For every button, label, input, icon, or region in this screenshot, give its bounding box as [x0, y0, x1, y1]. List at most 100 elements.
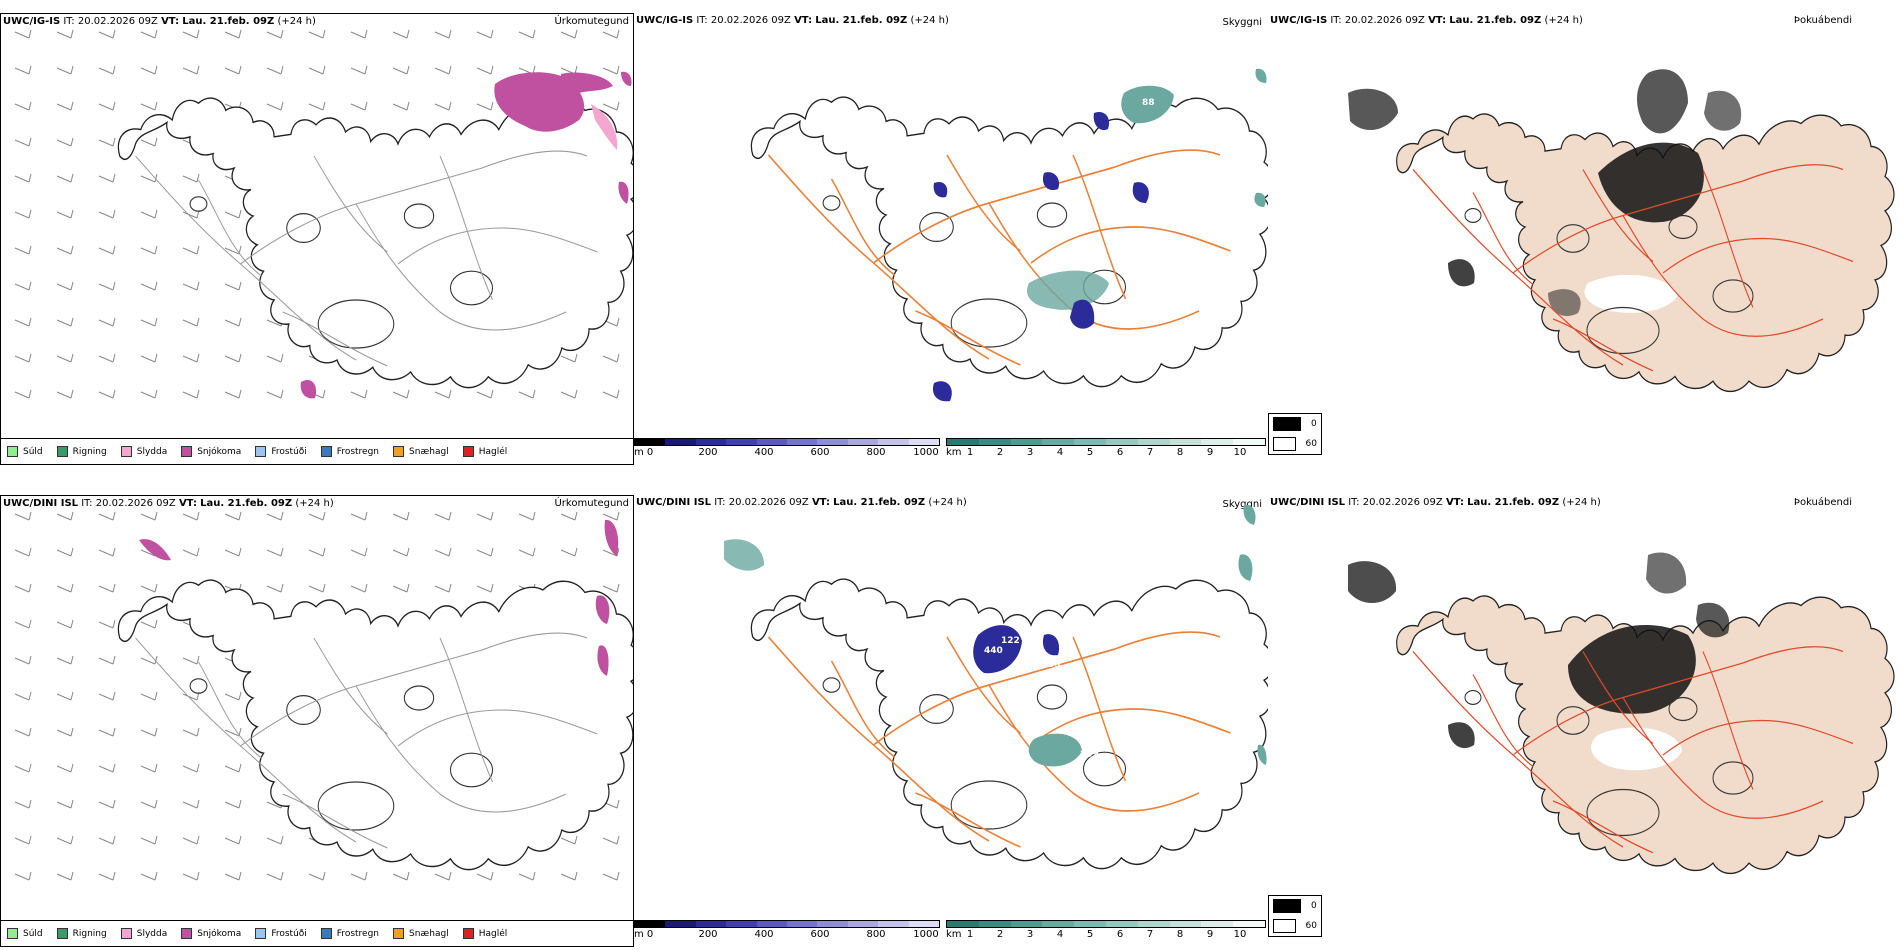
road [397, 709, 598, 747]
colorbar-tick: 600 [810, 929, 830, 940]
value-label: 88 [1142, 98, 1155, 108]
precip-type-panel-top: UWC/IG-IS IT: 20.02.2026 09Z VT: Lau. 21… [0, 13, 634, 465]
fog-area [1598, 142, 1704, 223]
colorbar-tick: 8 [1176, 929, 1184, 940]
wind-barb [98, 583, 116, 593]
glacier-outline [403, 685, 435, 711]
wind-barb [56, 547, 74, 557]
colorbar-tick: 4 [1056, 447, 1064, 458]
wind-barb [602, 835, 620, 845]
wind-barb [140, 583, 158, 593]
colorbar-tick: 600 [810, 447, 830, 458]
visibility-area [932, 381, 952, 402]
iceland-outline [117, 579, 633, 871]
wind-barb [56, 65, 74, 75]
wind-barb [14, 353, 32, 363]
wind-barb [14, 583, 32, 593]
wind-barb [560, 871, 578, 881]
glacier-outline [317, 781, 395, 831]
road [915, 310, 1021, 366]
wind-barb [98, 281, 116, 291]
wind-barb [140, 317, 158, 327]
roads [135, 632, 598, 849]
road [1552, 800, 1654, 854]
wind-barb [140, 799, 158, 809]
precip-areas [139, 519, 619, 676]
glacier-outline [1036, 684, 1068, 710]
snow-area [494, 72, 585, 132]
legend-item: Frostúði [255, 446, 307, 457]
glacier-outlines [1464, 690, 1754, 837]
road [1582, 169, 1654, 263]
wind-barb [224, 763, 242, 773]
legend-swatch [181, 928, 193, 939]
legend-swatch [1273, 919, 1296, 933]
glacier-outline [1082, 751, 1127, 787]
roads [1412, 164, 1854, 372]
wind-barb [476, 29, 494, 39]
visibility-area [724, 539, 764, 571]
wind-barb [98, 763, 116, 773]
glacier-outline [449, 270, 494, 306]
glacier-outline [822, 677, 841, 693]
legend-swatch [1273, 437, 1296, 451]
visibility-areas [724, 504, 1267, 767]
legend-item: Frostregn [320, 446, 379, 457]
glacier-outline [1586, 788, 1660, 837]
legend-swatch [393, 928, 405, 939]
visibility-map: 440 122 38 35 299 420 [724, 504, 1268, 870]
glacier-outlines [822, 195, 1127, 348]
road [355, 203, 567, 331]
wind-barb [266, 871, 284, 881]
fog-legend-row: 0 [1269, 896, 1321, 916]
value-label: 299 [1080, 750, 1099, 760]
colorbar-tick: 0 [646, 929, 654, 940]
wind-barb [602, 511, 620, 521]
glacier-outline [286, 695, 321, 726]
wind-barb [182, 727, 200, 737]
wind-barb [140, 137, 158, 147]
wind-barb [434, 29, 452, 39]
wind-barb [14, 763, 32, 773]
wind-barb [14, 281, 32, 291]
panel-name: Skyggni [1222, 17, 1262, 28]
legend-item: Súld [7, 446, 43, 457]
fog-index-panel-bottom: UWC/DINI ISL IT: 20.02.2026 09Z VT: Lau.… [1268, 495, 1900, 947]
wind-barb [182, 511, 200, 521]
snow-area [597, 645, 609, 676]
panel-name: Úrkomutegund [554, 498, 629, 509]
wind-barb [56, 511, 74, 521]
wind-barb [56, 727, 74, 737]
wind-barb [602, 547, 620, 557]
fog-area [1448, 259, 1475, 287]
wind-barb [392, 547, 410, 557]
colorbar-tick: 200 [698, 447, 718, 458]
wind-barb [140, 655, 158, 665]
wind-barb [476, 65, 494, 75]
road [1114, 631, 1221, 650]
wind-barb [98, 317, 116, 327]
wind-barb [392, 871, 410, 881]
glacier-outline [1668, 696, 1698, 722]
road [915, 792, 1021, 848]
precip-legend: Súld Rigning Slydda Snjókoma Frostúði Fr… [1, 438, 633, 464]
fog-area [1548, 289, 1581, 317]
panel-title: UWC/IG-IS IT: 20.02.2026 09Z VT: Lau. 21… [1270, 15, 1583, 26]
glacier-outline [919, 212, 954, 243]
wind-barb [560, 29, 578, 39]
wind-barb [476, 389, 494, 399]
fog-map [1348, 69, 1895, 393]
wind-barb [308, 583, 326, 593]
colorbar-tick: 200 [698, 929, 718, 940]
wind-barb [140, 353, 158, 363]
legend-item: Rigning [56, 928, 107, 939]
wind-barb [224, 209, 242, 219]
fog-legend: 0 60 [1268, 895, 1322, 937]
fog-free-area [1591, 727, 1682, 771]
glacier-outline [1556, 706, 1590, 735]
fog-area [1646, 552, 1687, 594]
visibility-area [1238, 554, 1253, 581]
value-label: 96 [1179, 92, 1192, 102]
wind-barb [434, 511, 452, 521]
panel-name: Þokuábendi [1793, 497, 1852, 508]
